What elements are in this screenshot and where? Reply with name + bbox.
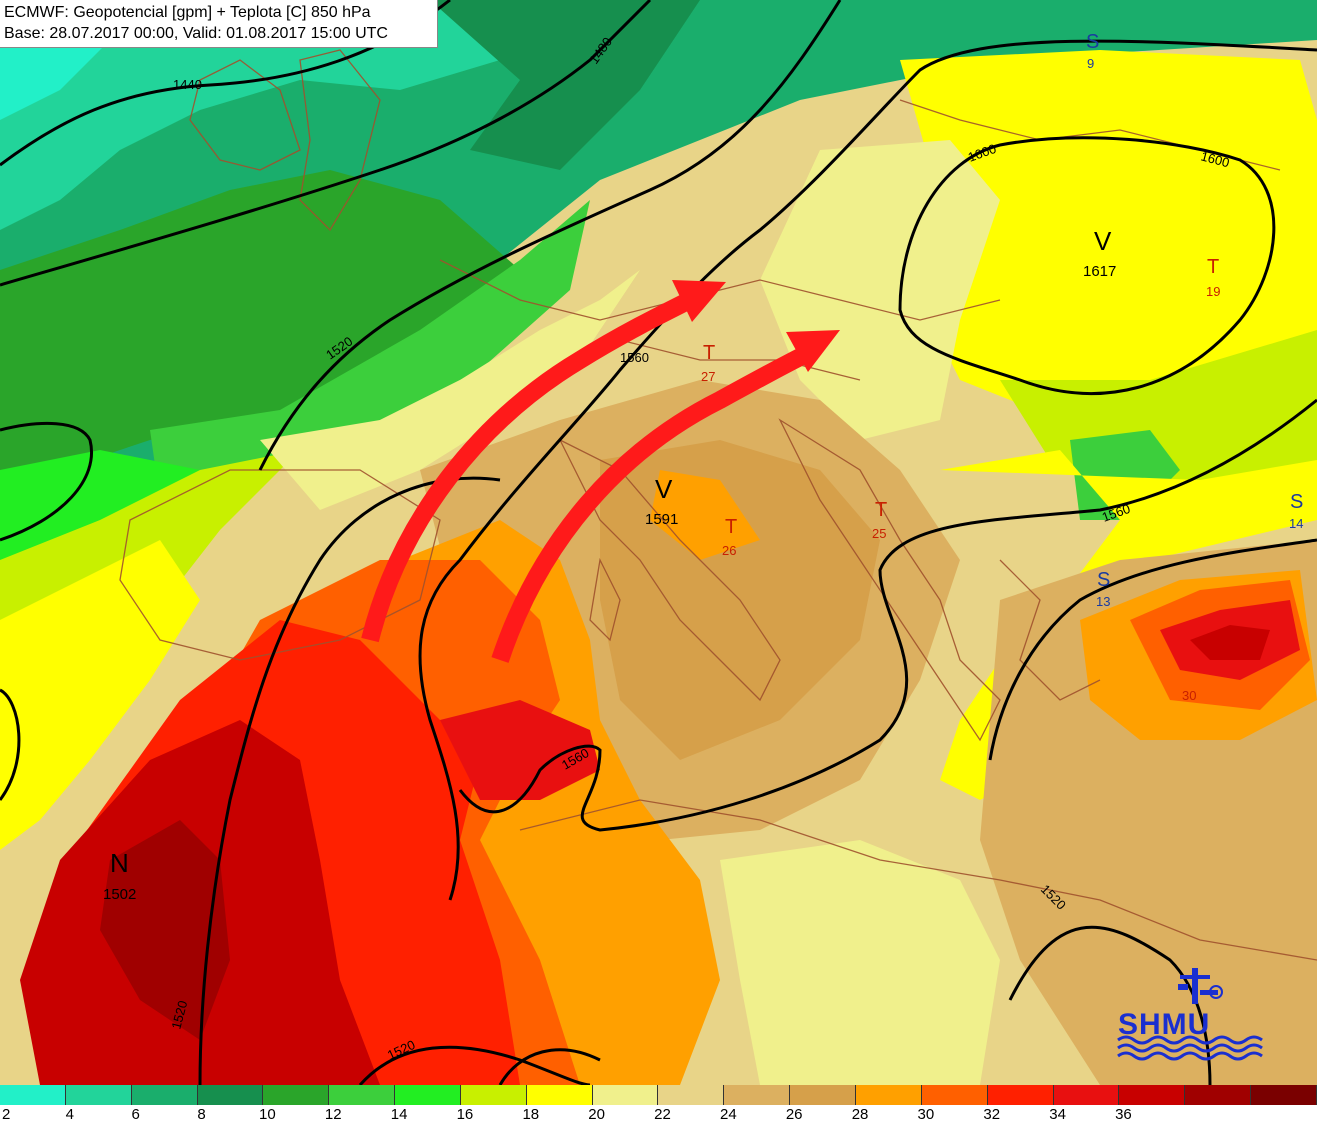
flow-arrow-heads	[672, 280, 840, 372]
legend-swatch	[395, 1085, 461, 1105]
temp-letter: S	[1086, 31, 1099, 53]
legend-label: 30	[917, 1106, 935, 1123]
legend-label: 22	[654, 1106, 671, 1123]
isoline-label: 1520	[168, 999, 190, 1031]
temp-letter: T	[703, 342, 715, 364]
legend-swatch	[1053, 1085, 1120, 1105]
legend-swatch	[592, 1085, 659, 1105]
legend-label: 10	[259, 1106, 276, 1123]
weather-map: 1440 1480 1520 1560 1600 1520 1560 1520 …	[0, 0, 1317, 1085]
legend-swatch	[65, 1085, 132, 1105]
temp-value: 13	[1096, 594, 1110, 609]
legend-swatch	[790, 1085, 856, 1105]
arrowhead-west	[672, 280, 726, 322]
temp-value: 25	[872, 526, 886, 541]
center-value: 1591	[645, 511, 678, 528]
legend-label: 4	[65, 1106, 75, 1123]
shmu-logo: SHMU	[1117, 968, 1263, 1061]
legend-label: 36	[1115, 1106, 1132, 1123]
isoline-1520-west	[0, 422, 93, 542]
legend-swatch	[1119, 1085, 1186, 1105]
isoline-1520-s	[358, 1045, 591, 1085]
legend-swatch	[131, 1085, 198, 1105]
header-title: ECMWF: Geopotencial [gpm] + Teplota [C] …	[4, 4, 371, 21]
isoline-label: 1560	[620, 350, 649, 365]
center-value: 1617	[1083, 263, 1116, 280]
geopotential-isolines	[0, 0, 1317, 1085]
temp-letter: T	[725, 516, 737, 538]
arrowhead-east	[786, 330, 840, 372]
legend-label: 24	[720, 1106, 737, 1123]
flow-arrow-west	[361, 291, 695, 643]
legend-label: 28	[851, 1106, 869, 1123]
header-validity: Base: 28.07.2017 00:00, Valid: 01.08.201…	[4, 25, 388, 42]
logo-mast-icon	[1178, 968, 1223, 1004]
flow-arrow-east	[491, 343, 815, 663]
center-value: 1502	[103, 886, 136, 903]
legend-label: 6	[131, 1106, 140, 1123]
map-header: ECMWF: Geopotencial [gpm] + Teplota [C] …	[0, 0, 438, 48]
legend-swatch	[197, 1085, 264, 1105]
legend-swatch	[658, 1085, 725, 1105]
isoline-1520-left	[0, 688, 21, 801]
temp-value: 9	[1087, 56, 1094, 71]
flow-arrows	[361, 291, 815, 663]
temperature-legend-bar	[0, 1085, 1317, 1105]
legend-swatch	[460, 1085, 527, 1105]
isoline-1560-south	[458, 398, 1317, 832]
legend-label: 26	[785, 1106, 803, 1123]
temp-letter: S	[1097, 569, 1110, 591]
isoline-1520-north	[258, 0, 842, 471]
legend-swatch	[855, 1085, 922, 1105]
legend-label: 8	[197, 1106, 206, 1123]
isoline-1600	[898, 136, 1276, 395]
temperature-field	[0, 0, 1317, 1085]
center-letter: V	[1094, 226, 1112, 256]
legend-swatch	[987, 1085, 1054, 1105]
temp-value: 19	[1206, 284, 1220, 299]
temp-value: 27	[701, 369, 715, 384]
isoline-1520-se	[988, 538, 1317, 1085]
pressure-centers: V 1617 V 1591 N 1502	[103, 226, 1116, 903]
legend-swatch	[263, 1085, 330, 1105]
center-letter: N	[110, 848, 129, 878]
legend-label: 20	[588, 1106, 605, 1123]
temp-value: 26	[722, 543, 736, 558]
logo-waves-icon	[1117, 1035, 1263, 1061]
isoline-1520-sw	[198, 476, 501, 1085]
legend-label: 32	[983, 1106, 1001, 1123]
legend-swatch	[526, 1085, 593, 1105]
isoline-label: 1600	[1199, 148, 1231, 170]
temp-value: 14	[1289, 516, 1303, 531]
legend-swatch	[0, 1085, 66, 1105]
legend-swatch	[724, 1085, 791, 1105]
temperature-legend-labels: 2 4 6 8 10 12 14 16 18 20 22 24 26 28 30 32 34 36	[0, 1105, 1317, 1125]
legend-swatch	[329, 1085, 396, 1105]
isoline-label: 1440	[173, 77, 202, 92]
legend-label: 34	[1049, 1106, 1066, 1123]
temp-letter: S	[1290, 491, 1303, 513]
temp-letter: T	[1207, 256, 1219, 278]
isoline-1560-loop	[418, 39, 1317, 1085]
legend-swatch	[1251, 1085, 1317, 1105]
center-letter: V	[655, 474, 673, 504]
legend-label: 14	[390, 1106, 408, 1123]
legend-label: 18	[522, 1106, 540, 1123]
legend-label: 2	[2, 1106, 11, 1123]
temp-letter: T	[875, 499, 887, 521]
logo-text: SHMU	[1118, 1008, 1210, 1041]
legend-swatch	[921, 1085, 988, 1105]
temperature-markers: T 27 T 26 T 25 T 19 30 S 9 S 14 S 13	[701, 31, 1303, 703]
temp-value: 30	[1182, 688, 1196, 703]
legend-label: 16	[456, 1106, 474, 1123]
legend-label: 12	[324, 1106, 342, 1123]
legend-swatch	[1185, 1085, 1252, 1105]
isoline-1480	[0, 0, 652, 287]
